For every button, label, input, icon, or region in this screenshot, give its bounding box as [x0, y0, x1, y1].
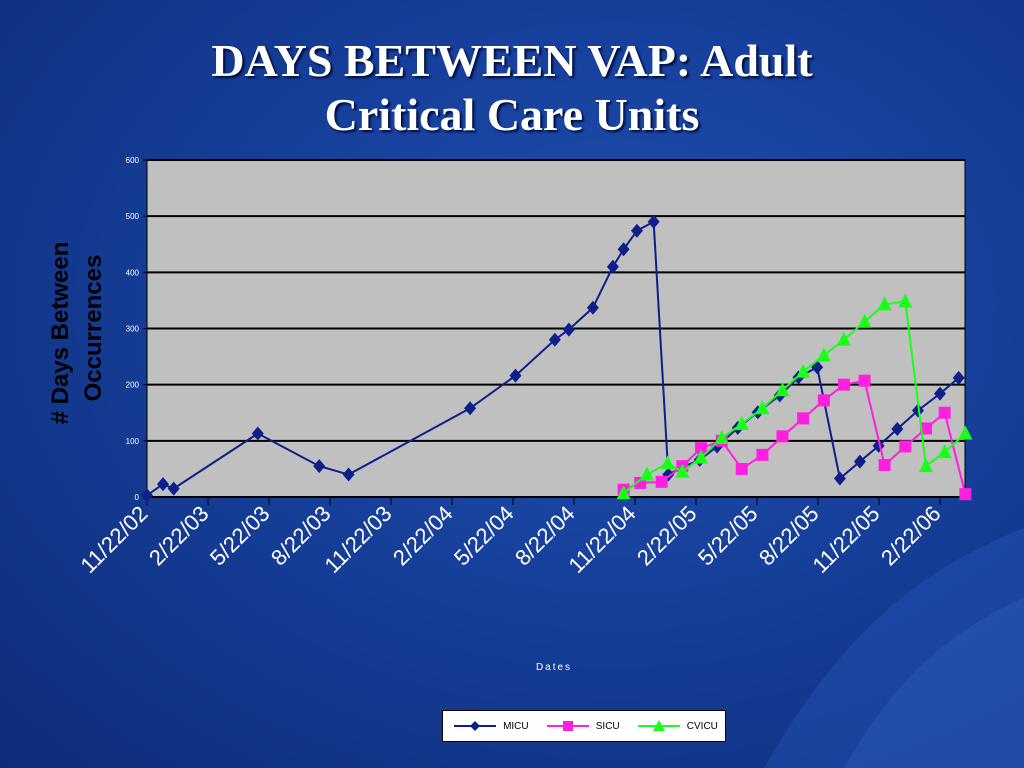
- data-point-cvicu: [675, 463, 690, 478]
- legend-item-sicu: SICU: [543, 720, 620, 732]
- y-axis-title: # Days Between: [47, 242, 74, 425]
- x-tick-label: 2/22/06: [876, 501, 946, 571]
- chart-legend: MICU SICU CVICU: [442, 710, 726, 742]
- data-point-micu: [606, 259, 619, 274]
- data-point-micu: [464, 401, 477, 416]
- data-point-sicu: [938, 406, 951, 419]
- x-tick-label: 11/22/03: [319, 501, 396, 578]
- data-point-cvicu: [898, 293, 913, 308]
- title-line-2: Critical Care Units: [324, 89, 700, 140]
- data-point-cvicu: [937, 444, 952, 459]
- data-point-sicu: [858, 374, 871, 387]
- data-point-cvicu: [958, 425, 973, 440]
- data-point-micu: [891, 422, 904, 437]
- data-point-sicu: [776, 430, 789, 443]
- y-tick-label: 0: [135, 493, 140, 502]
- x-tick-label: 5/22/05: [693, 501, 763, 571]
- data-point-micu: [911, 403, 924, 418]
- data-point-micu: [647, 214, 660, 229]
- data-point-micu: [509, 368, 522, 383]
- data-point-micu: [586, 300, 599, 315]
- background-swoosh: [764, 528, 1024, 768]
- y-axis-title-line-2: Occurrences: [80, 255, 107, 402]
- x-tick-label: 11/22/04: [563, 501, 640, 578]
- data-point-cvicu: [616, 485, 631, 500]
- legend-swatch-cvicu: [637, 720, 680, 731]
- legend-label-cvicu: CVICU: [686, 720, 718, 732]
- y-tick-label: 500: [126, 212, 140, 221]
- data-point-cvicu: [836, 331, 851, 346]
- data-point-sicu: [655, 475, 668, 488]
- title-line-1: DAYS BETWEEN VAP: Adult: [211, 35, 813, 86]
- data-point-sicu: [837, 378, 850, 391]
- data-point-micu: [934, 386, 946, 401]
- data-point-micu: [167, 481, 180, 496]
- y-tick-label: 100: [126, 437, 140, 446]
- data-point-micu: [833, 471, 846, 486]
- data-point-sicu: [919, 422, 932, 435]
- x-tick-label: 5/22/04: [449, 501, 519, 571]
- data-point-micu: [630, 223, 643, 238]
- x-tick-label: 5/22/03: [205, 501, 275, 571]
- data-point-micu: [952, 370, 965, 385]
- x-tick-label: 2/22/05: [632, 501, 702, 571]
- data-point-sicu: [817, 394, 830, 407]
- data-point-cvicu: [714, 430, 729, 445]
- x-tick-label: 11/22/02: [75, 501, 152, 578]
- data-point-micu: [853, 454, 866, 469]
- data-point-cvicu: [796, 363, 811, 378]
- data-point-cvicu: [877, 296, 892, 311]
- x-axis-title: Dates: [536, 662, 572, 673]
- data-point-cvicu: [775, 382, 790, 397]
- legend-label-micu: MICU: [503, 720, 529, 732]
- data-point-micu: [251, 426, 264, 441]
- legend-swatch-sicu: [546, 721, 589, 731]
- data-point-sicu: [959, 488, 972, 501]
- legend-swatch-micu: [454, 721, 497, 731]
- slide-title: DAYS BETWEEN VAP: Adult Critical Care Un…: [0, 34, 1024, 142]
- data-point-sicu: [756, 448, 769, 461]
- data-point-micu: [141, 488, 153, 503]
- legend-label-sicu: SICU: [595, 720, 620, 732]
- data-point-micu: [313, 459, 326, 474]
- data-point-sicu: [899, 440, 912, 453]
- data-point-micu: [342, 467, 355, 482]
- x-tick-label: 2/22/04: [388, 501, 458, 571]
- data-point-sicu: [878, 458, 891, 471]
- data-point-cvicu: [639, 466, 654, 481]
- y-tick-label: 200: [126, 381, 140, 390]
- data-point-micu: [548, 332, 561, 347]
- data-point-micu: [562, 322, 575, 337]
- data-point-cvicu: [816, 347, 831, 362]
- data-point-cvicu: [734, 415, 749, 430]
- y-tick-label: 300: [126, 325, 140, 334]
- y-tick-label: 600: [126, 156, 140, 165]
- data-point-cvicu: [694, 449, 709, 464]
- data-point-cvicu: [660, 455, 675, 470]
- data-point-sicu: [797, 412, 810, 425]
- legend-item-micu: MICU: [450, 720, 529, 732]
- x-tick-label: 2/22/03: [144, 501, 214, 571]
- y-tick-label: 400: [126, 268, 140, 277]
- data-point-micu: [617, 242, 630, 257]
- data-point-cvicu: [918, 458, 933, 473]
- data-point-sicu: [735, 462, 748, 475]
- data-point-cvicu: [857, 313, 872, 328]
- data-point-sicu: [695, 442, 708, 455]
- data-point-cvicu: [755, 400, 770, 415]
- x-tick-label: 11/22/05: [807, 501, 884, 578]
- legend-item-cvicu: CVICU: [634, 720, 718, 732]
- data-point-micu: [157, 477, 170, 492]
